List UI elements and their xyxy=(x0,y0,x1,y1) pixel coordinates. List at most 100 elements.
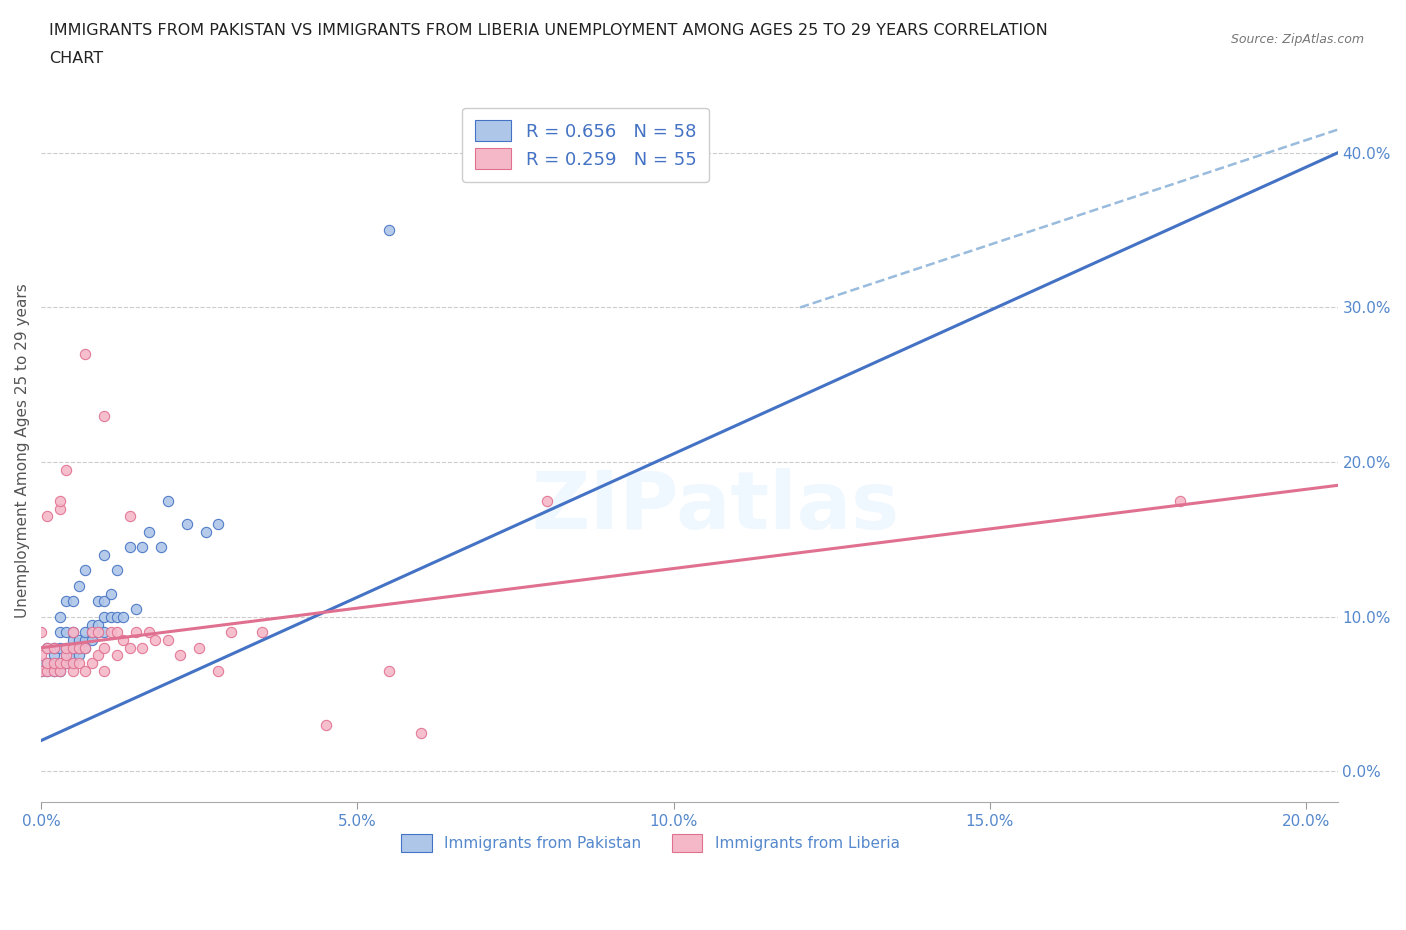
Point xyxy=(42,656,65,671)
Point xyxy=(87,648,110,663)
Point xyxy=(105,625,128,640)
Point xyxy=(37,663,59,678)
Point xyxy=(49,640,72,655)
Point xyxy=(42,663,65,678)
Text: CHART: CHART xyxy=(49,51,103,66)
Point xyxy=(131,539,153,554)
Point xyxy=(219,625,242,640)
Point xyxy=(62,594,84,609)
Point xyxy=(30,648,52,663)
Point xyxy=(207,663,229,678)
Point xyxy=(80,632,103,647)
Point xyxy=(42,663,65,678)
Point xyxy=(150,539,173,554)
Point xyxy=(87,625,110,640)
Point xyxy=(138,625,160,640)
Point xyxy=(93,548,115,563)
Point xyxy=(87,594,110,609)
Point xyxy=(112,632,135,647)
Point xyxy=(55,648,77,663)
Point xyxy=(118,539,141,554)
Point xyxy=(67,640,90,655)
Point xyxy=(49,663,72,678)
Point xyxy=(55,648,77,663)
Point xyxy=(100,609,122,624)
Point xyxy=(93,609,115,624)
Point xyxy=(138,525,160,539)
Point xyxy=(30,663,52,678)
Point xyxy=(176,516,198,531)
Point xyxy=(105,563,128,578)
Point xyxy=(75,347,97,362)
Point xyxy=(55,625,77,640)
Point xyxy=(125,625,148,640)
Point xyxy=(169,648,191,663)
Point xyxy=(62,640,84,655)
Point xyxy=(37,509,59,524)
Point xyxy=(42,656,65,671)
Point xyxy=(49,494,72,509)
Point xyxy=(93,640,115,655)
Point xyxy=(80,618,103,632)
Point xyxy=(194,525,217,539)
Point xyxy=(37,656,59,671)
Point xyxy=(37,656,59,671)
Point xyxy=(125,602,148,617)
Point xyxy=(55,640,77,655)
Point xyxy=(75,640,97,655)
Point xyxy=(62,640,84,655)
Point xyxy=(93,663,115,678)
Point xyxy=(42,640,65,655)
Point xyxy=(80,656,103,671)
Point xyxy=(62,656,84,671)
Point xyxy=(55,462,77,477)
Text: ZIPatlas: ZIPatlas xyxy=(531,468,900,546)
Point xyxy=(118,640,141,655)
Point xyxy=(67,578,90,593)
Point xyxy=(55,656,77,671)
Point xyxy=(87,618,110,632)
Point xyxy=(49,656,72,671)
Point xyxy=(30,656,52,671)
Point xyxy=(30,625,52,640)
Point xyxy=(75,640,97,655)
Point xyxy=(75,625,97,640)
Point xyxy=(75,563,97,578)
Point xyxy=(62,625,84,640)
Point xyxy=(62,625,84,640)
Point xyxy=(156,494,179,509)
Point xyxy=(37,640,59,655)
Point xyxy=(252,625,274,640)
Point xyxy=(93,594,115,609)
Point xyxy=(105,648,128,663)
Point xyxy=(378,222,401,237)
Legend: Immigrants from Pakistan, Immigrants from Liberia: Immigrants from Pakistan, Immigrants fro… xyxy=(395,829,905,858)
Point xyxy=(62,656,84,671)
Point xyxy=(80,625,103,640)
Point xyxy=(75,632,97,647)
Point xyxy=(67,656,90,671)
Point xyxy=(105,609,128,624)
Point xyxy=(131,640,153,655)
Point xyxy=(409,725,432,740)
Point xyxy=(37,640,59,655)
Point xyxy=(55,656,77,671)
Point xyxy=(42,648,65,663)
Point xyxy=(100,625,122,640)
Point xyxy=(93,625,115,640)
Point xyxy=(55,594,77,609)
Point xyxy=(378,663,401,678)
Point xyxy=(67,648,90,663)
Point xyxy=(75,663,97,678)
Point xyxy=(67,640,90,655)
Point xyxy=(143,632,166,647)
Point xyxy=(37,663,59,678)
Point xyxy=(49,663,72,678)
Point xyxy=(87,625,110,640)
Point xyxy=(156,632,179,647)
Text: Source: ZipAtlas.com: Source: ZipAtlas.com xyxy=(1230,33,1364,46)
Point xyxy=(207,516,229,531)
Point xyxy=(315,718,337,733)
Point xyxy=(55,640,77,655)
Point xyxy=(62,663,84,678)
